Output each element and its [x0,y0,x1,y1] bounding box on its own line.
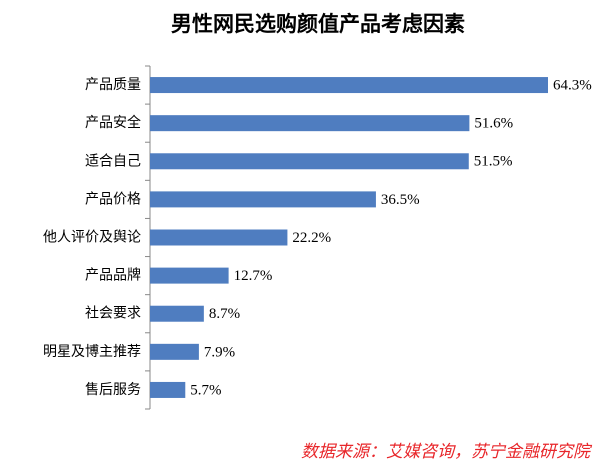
value-label: 12.7% [234,268,273,284]
value-label: 64.3% [553,77,592,93]
bar [150,229,288,246]
category-label: 明星及博主推荐 [43,343,141,360]
category-label: 产品品牌 [85,267,141,284]
category-label: 产品价格 [85,191,141,207]
value-label: 51.5% [474,154,513,170]
source-note: 数据来源：艾媒咨询，苏宁金融研究院 [301,442,593,462]
bar [150,343,199,360]
value-label: 51.6% [474,116,513,132]
category-label: 售后服务 [85,382,141,398]
value-label: 7.9% [204,344,235,360]
bar [150,153,469,170]
category-label: 社会要求 [85,306,141,322]
bar [150,267,229,284]
chart-title: 男性网民选购颜值产品考虑因素 [171,12,465,36]
bar [150,381,186,398]
category-label: 他人评价及舆论 [43,230,141,246]
value-label: 8.7% [209,306,240,322]
bar [150,191,376,208]
category-label: 适合自己 [85,153,141,169]
value-label: 36.5% [381,192,420,208]
category-label: 产品安全 [85,114,141,131]
value-label: 5.7% [190,382,221,398]
bar [150,115,470,132]
category-label: 产品质量 [85,77,141,93]
bar [150,305,204,322]
bar [150,77,548,94]
value-label: 22.2% [292,230,331,246]
